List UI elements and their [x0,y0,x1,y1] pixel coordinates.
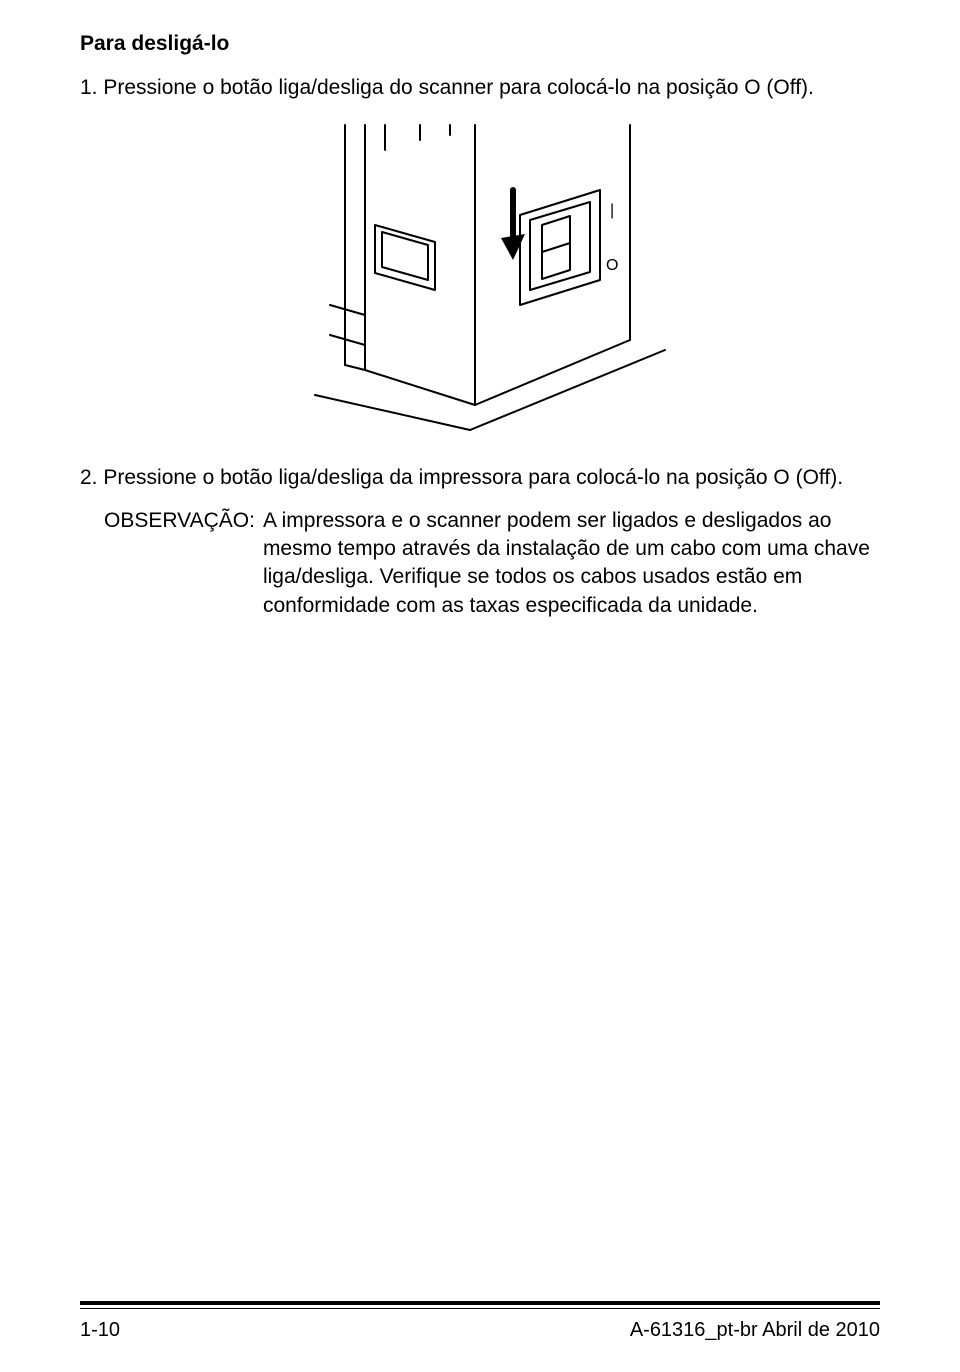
switch-off-label: O [606,257,618,274]
observation-body: A impressora e o scanner podem ser ligad… [263,507,880,620]
page-footer: 1-10 A-61316_pt-br Abril de 2010 [80,1301,880,1342]
footer-rule-thick [80,1301,880,1305]
step-2: 2. Pressione o botão liga/desliga da imp… [80,464,880,492]
observation: OBSERVAÇÃO: A impressora e o scanner pod… [80,507,880,620]
page: Para desligá-lo 1. Pressione o botão lig… [0,0,960,1372]
page-number: 1-10 [80,1319,120,1342]
doc-id-date: A-61316_pt-br Abril de 2010 [630,1319,880,1342]
switch-on-label: | [610,202,614,219]
section-heading: Para desligá-lo [80,32,880,56]
observation-label: OBSERVAÇÃO: [104,507,263,620]
footer-rule-thin [80,1308,880,1309]
step-1: 1. Pressione o botão liga/desliga do sca… [80,74,880,102]
power-switch-illustration: | O [270,120,690,440]
